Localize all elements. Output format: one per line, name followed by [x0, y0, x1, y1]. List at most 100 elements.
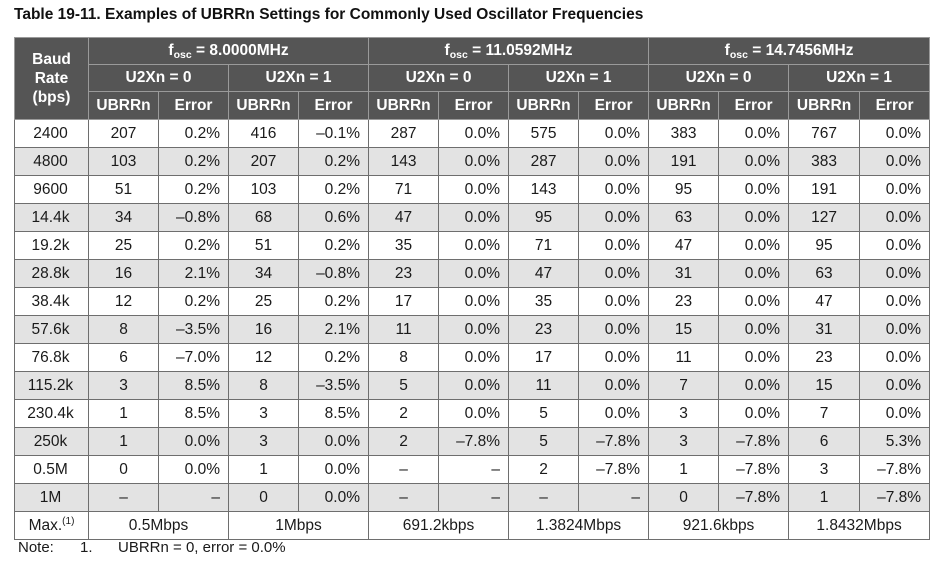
error-cell: 0.0% [718, 175, 790, 204]
fosc-header-8mhz: fosc = 8.0000MHz [87, 37, 370, 65]
ubrr-cell: 1 [788, 483, 861, 512]
error-cell: 0.6% [297, 203, 370, 232]
error-cell: 0.0% [718, 371, 790, 400]
error-cell: –7.8% [718, 483, 790, 512]
error-cell: –7.8% [859, 455, 931, 484]
error-cell: 0.0% [578, 231, 650, 260]
error-cell: 8.5% [297, 399, 370, 428]
error-cell: 0.0% [578, 343, 650, 372]
error-cell: 0.0% [859, 343, 931, 372]
table-row: 19.2k 25 0.2% 51 0.2% 35 0.0% 71 0.0% 47 0.0% 95 0.0… [14, 231, 931, 260]
ubrr-cell: 47 [648, 231, 720, 260]
error-cell: 0.0% [578, 399, 650, 428]
max-rate-cell: 1Mbps [227, 511, 370, 540]
max-rate-cell: 1.3824Mbps [508, 511, 650, 540]
ubrr-cell: 2 [368, 427, 440, 456]
table-row: 0.5M 0 0.0% 1 0.0% – –2 –7.8% 1 –7.8% 3 –7.8% [14, 455, 931, 484]
error-cell: –7.8% [578, 455, 650, 484]
ubrr-cell: – [368, 483, 440, 512]
error-cell: 0.0% [438, 399, 510, 428]
ubrr-column-header: UBRRn [88, 91, 159, 120]
ubrr-cell: 23 [368, 259, 440, 288]
ubrr-cell: 17 [368, 287, 440, 316]
ubrr-cell: 0 [88, 455, 159, 484]
max-rate-cell: 691.2kbps [368, 511, 510, 540]
ubrr-cell: 416 [228, 119, 299, 148]
error-cell: 0.0% [578, 147, 650, 176]
ubrr-cell: 143 [368, 147, 440, 176]
error-column-header: Error [718, 91, 790, 120]
ubrr-cell: 3 [648, 399, 720, 428]
ubrr-cell: 5 [508, 427, 580, 456]
error-cell: 0.0% [859, 399, 931, 428]
error-column-header: Error [859, 91, 931, 120]
note-number: 1. [80, 539, 93, 556]
baud-rate-cell: 28.8k [14, 259, 89, 288]
u2x0-header: U2Xn = 0 [88, 64, 229, 92]
ubrr-cell: 11 [648, 343, 720, 372]
error-cell: 0.0% [578, 315, 650, 344]
baud-rate-cell: 0.5M [14, 455, 89, 484]
error-cell: 0.2% [158, 287, 229, 316]
error-cell: 0.0% [718, 147, 790, 176]
error-cell: 0.0% [438, 287, 510, 316]
ubrr-cell: 6 [88, 343, 159, 372]
error-cell: 0.0% [718, 315, 790, 344]
error-cell: 2.1% [158, 259, 229, 288]
ubrr-column-header: UBRRn [508, 91, 580, 120]
error-cell: 0.0% [718, 231, 790, 260]
ubrr-cell: 8 [368, 343, 440, 372]
table-row: 115.2k 3 8.5% 8 –3.5% 5 0.0% 11 0.0% 7 0.0% 15 0.0% [14, 371, 931, 400]
error-cell: 0.0% [438, 203, 510, 232]
error-cell: –3.5% [297, 371, 370, 400]
ubrr-cell: 16 [88, 259, 159, 288]
ubrr-cell: 71 [508, 231, 580, 260]
error-cell: 0.0% [438, 343, 510, 372]
ubrr-cell: 11 [508, 371, 580, 400]
error-cell: 0.0% [297, 483, 370, 512]
error-cell: 0.0% [859, 175, 931, 204]
error-cell: 0.0% [578, 175, 650, 204]
error-cell: 0.0% [438, 175, 510, 204]
u2x0-header: U2Xn = 0 [368, 64, 510, 92]
ubrr-cell: 17 [508, 343, 580, 372]
table-row: 38.4k 12 0.2% 25 0.2% 17 0.0% 35 0.0% 23 0.0% 47 0.0… [14, 287, 931, 316]
ubrr-cell: 3 [228, 427, 299, 456]
error-cell: 0.0% [158, 455, 229, 484]
ubrr-cell: 1 [228, 455, 299, 484]
baud-rate-cell: 1M [14, 483, 89, 512]
ubrr-cell: – [368, 455, 440, 484]
error-cell: 0.0% [578, 287, 650, 316]
note-label: Note: [18, 539, 54, 556]
table-header: Baud Rate (bps) fosc = 8.0000MHz fosc = … [14, 37, 931, 120]
table-note: Note: 1. UBRRn = 0, error = 0.0% [18, 539, 286, 556]
ubrr-cell: 2 [508, 455, 580, 484]
u2x0-header: U2Xn = 0 [648, 64, 790, 92]
error-column-header: Error [578, 91, 650, 120]
error-cell: 0.0% [859, 259, 931, 288]
u2x1-header: U2Xn = 1 [227, 64, 370, 92]
error-cell: 0.2% [297, 343, 370, 372]
ubrr-cell: 287 [368, 119, 440, 148]
table-row: 2400 207 0.2% 416 –0.1% 287 0.0% 575 0.0% 383 0.0%… [14, 119, 931, 148]
ubrr-cell: 25 [88, 231, 159, 260]
ubrr-column-header: UBRRn [648, 91, 720, 120]
ubrr-cell: 5 [368, 371, 440, 400]
error-cell: 5.3% [859, 427, 931, 456]
error-cell: 0.0% [438, 231, 510, 260]
table-row: 230.4k 1 8.5% 3 8.5% 2 0.0% 5 0.0% 3 0.0% 7 0.0% [14, 399, 931, 428]
ubrr-cell: 15 [648, 315, 720, 344]
ubrr-cell: 35 [368, 231, 440, 260]
ubrr-cell: 7 [788, 399, 861, 428]
error-cell: 0.0% [578, 119, 650, 148]
ubrr-cell: 127 [788, 203, 861, 232]
ubrr-column-header: UBRRn [368, 91, 440, 120]
error-cell: – [438, 483, 510, 512]
ubrr-cell: 47 [788, 287, 861, 316]
error-cell: 0.0% [718, 287, 790, 316]
ubrr-cell: 1 [88, 399, 159, 428]
max-rate-cell: 1.8432Mbps [788, 511, 931, 540]
error-cell: 0.0% [438, 315, 510, 344]
error-cell: –7.8% [578, 427, 650, 456]
ubrr-cell: 287 [508, 147, 580, 176]
